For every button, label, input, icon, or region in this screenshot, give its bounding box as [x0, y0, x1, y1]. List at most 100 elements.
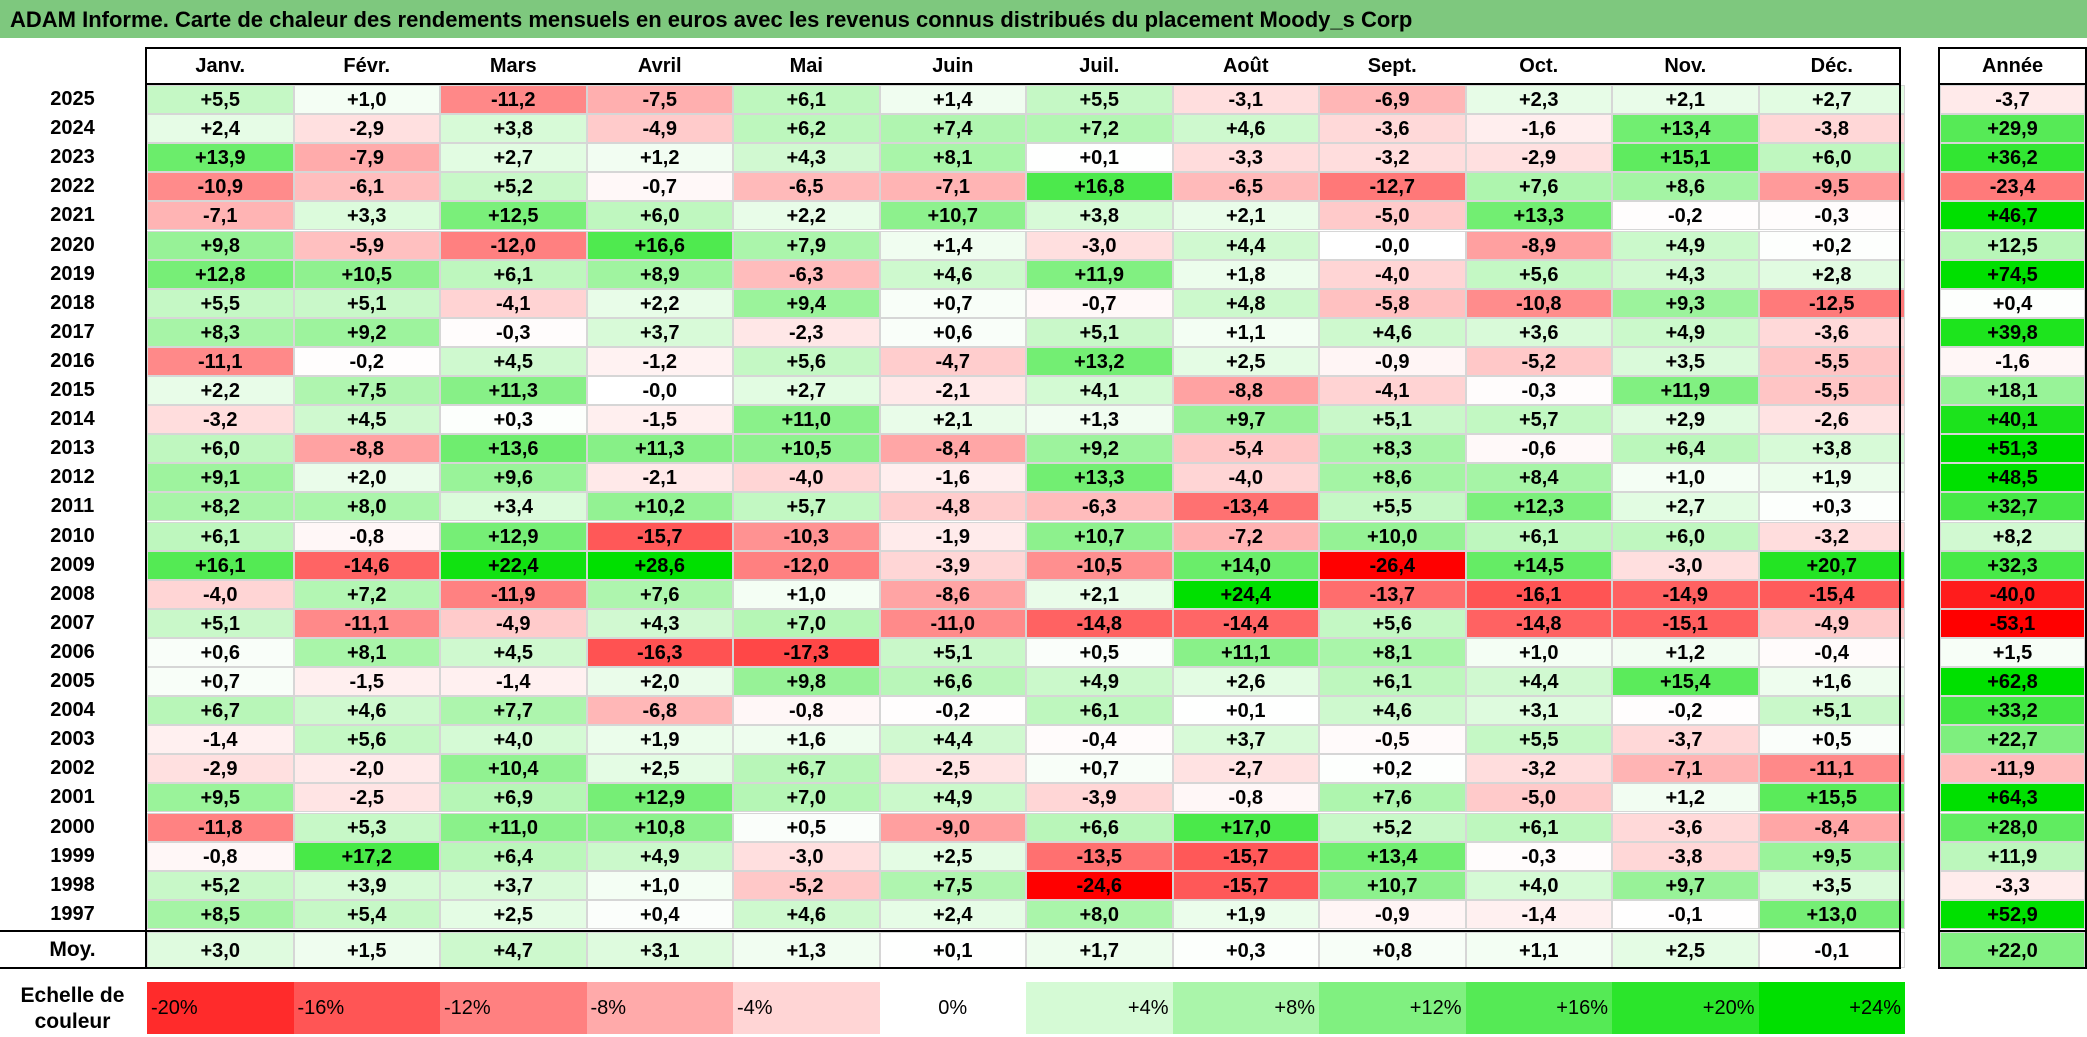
average-cell: +0,3: [1172, 932, 1319, 968]
heatmap-cell: -7,1: [879, 172, 1026, 202]
heatmap-cell: +1,3: [1026, 405, 1173, 435]
heatmap-cell: +7,6: [1465, 172, 1612, 202]
heatmap-cell: +8,6: [1319, 463, 1466, 493]
heatmap-cell: +8,1: [293, 637, 440, 667]
heatmap-cell: -10,3: [733, 521, 880, 551]
heatmap-cell: +9,8: [147, 230, 294, 260]
heatmap-cell: +0,6: [879, 317, 1026, 347]
heatmap-cell: -5,4: [1172, 434, 1319, 464]
row-year-label: 2010: [50, 524, 95, 547]
row-year-label: 2000: [50, 815, 95, 838]
heatmap-cell: +4,9: [1612, 317, 1759, 347]
heatmap-cell: -8,8: [1172, 376, 1319, 406]
annual-cell: -40,0: [1940, 579, 2085, 609]
heatmap-cell: +14,0: [1172, 550, 1319, 580]
heatmap-cell: +4,9: [1026, 667, 1173, 697]
heatmap-cell: +9,2: [1026, 434, 1173, 464]
heatmap-cell: +2,7: [1758, 85, 1905, 115]
heatmap-cell: -26,4: [1319, 550, 1466, 580]
heatmap-cell: +4,0: [440, 725, 587, 755]
annual-average-divider: [1938, 930, 2087, 932]
heatmap-cell: +0,5: [1026, 637, 1173, 667]
heatmap-cell: -2,5: [293, 783, 440, 813]
heatmap-cell: +1,4: [879, 85, 1026, 115]
heatmap-cell: +1,0: [293, 85, 440, 115]
annual-cell: +52,9: [1940, 899, 2085, 929]
heatmap-cell: +22,4: [440, 550, 587, 580]
heatmap-cell: -2,6: [1758, 405, 1905, 435]
row-year-label: 2016: [50, 349, 95, 372]
heatmap-cell: -3,9: [1026, 783, 1173, 813]
heatmap-cell: -3,3: [1172, 143, 1319, 173]
heatmap-cell: +20,7: [1758, 550, 1905, 580]
heatmap-cell: -3,1: [1172, 85, 1319, 115]
heatmap-cell: +5,1: [1319, 405, 1466, 435]
heatmap-cell: +13,4: [1319, 841, 1466, 871]
heatmap-cell: -0,7: [586, 172, 733, 202]
average-cell: +1,3: [733, 932, 880, 968]
heatmap-cell: +1,2: [1612, 637, 1759, 667]
heatmap-cell: +6,1: [1319, 667, 1466, 697]
heatmap-cell: +7,6: [1319, 783, 1466, 813]
heatmap-cell: +0,3: [1758, 492, 1905, 522]
heatmap-cell: +10,5: [293, 259, 440, 289]
annual-cell: +74,5: [1940, 259, 2085, 289]
heatmap-cell: +1,6: [733, 725, 880, 755]
heatmap-cell: +2,2: [586, 288, 733, 318]
heatmap-cell: -0,3: [1465, 841, 1612, 871]
heatmap-cell: +8,2: [147, 492, 294, 522]
row-year-label: 1998: [50, 873, 95, 896]
heatmap-cell: +5,1: [293, 288, 440, 318]
heatmap-cell: -0,1: [1612, 899, 1759, 929]
annual-cell: +64,3: [1940, 783, 2085, 813]
heatmap-cell: +6,7: [147, 696, 294, 726]
heatmap-cell: -10,9: [147, 172, 294, 202]
heatmap-cell: +2,2: [147, 376, 294, 406]
heatmap-cell: +2,9: [1612, 405, 1759, 435]
heatmap-cell: +10,8: [586, 812, 733, 842]
heatmap-cell: -17,3: [733, 637, 880, 667]
row-year-label: 2014: [50, 408, 95, 431]
heatmap-cell: +1,0: [1612, 463, 1759, 493]
heatmap-cell: +12,9: [586, 783, 733, 813]
heatmap-cell: -16,3: [586, 637, 733, 667]
annual-cell: +1,5: [1940, 637, 2085, 667]
heatmap-cell: +8,4: [1465, 463, 1612, 493]
heatmap-cell: -1,4: [147, 725, 294, 755]
heatmap-cell: +4,9: [586, 841, 733, 871]
heatmap-cell: -6,9: [1319, 85, 1466, 115]
heatmap-cell: +3,7: [440, 870, 587, 900]
heatmap-cell: +8,0: [293, 492, 440, 522]
heatmap-cell: +11,3: [440, 376, 587, 406]
heatmap-cell: +15,4: [1612, 667, 1759, 697]
heatmap-cell: +13,3: [1026, 463, 1173, 493]
heatmap-cell: +9,7: [1172, 405, 1319, 435]
heatmap-cell: +4,4: [1172, 230, 1319, 260]
heatmap-cell: +16,8: [1026, 172, 1173, 202]
annual-column-header: Année: [1940, 49, 2085, 84]
heatmap-cell: +3,8: [440, 114, 587, 144]
heatmap-cell: +10,7: [1319, 870, 1466, 900]
annual-cell: +28,0: [1940, 812, 2085, 842]
heatmap-cell: -3,0: [1026, 230, 1173, 260]
heatmap-cell: +4,6: [1319, 696, 1466, 726]
heatmap-cell: -5,9: [293, 230, 440, 260]
heatmap-cell: -10,5: [1026, 550, 1173, 580]
heatmap-cell: -0,2: [879, 696, 1026, 726]
average-cell: +1,7: [1026, 932, 1173, 968]
heatmap-cell: -0,9: [1319, 899, 1466, 929]
heatmap-cell: +6,1: [440, 259, 587, 289]
heatmap-cell: -11,1: [1758, 754, 1905, 784]
heatmap-cell: -0,0: [586, 376, 733, 406]
heatmap-cell: -0,4: [1758, 637, 1905, 667]
heatmap-cell: +8,6: [1612, 172, 1759, 202]
heatmap-cell: +2,0: [293, 463, 440, 493]
heatmap-cell: +5,1: [879, 637, 1026, 667]
heatmap-cell: +4,5: [440, 346, 587, 376]
heatmap-cell: -3,2: [1758, 521, 1905, 551]
heatmap-cell: -3,6: [1612, 812, 1759, 842]
heatmap-cell: -3,8: [1612, 841, 1759, 871]
heatmap-cell: +9,5: [1758, 841, 1905, 871]
annual-cell: -1,6: [1940, 346, 2085, 376]
color-scale-stop: -8%: [586, 982, 733, 1034]
